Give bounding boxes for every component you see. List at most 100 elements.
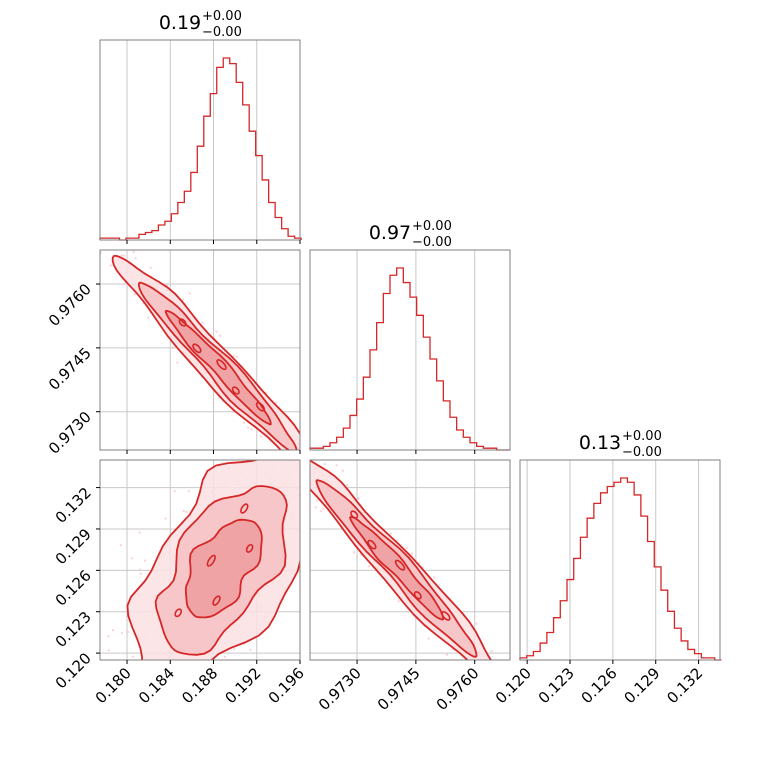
diag-2-title-value: 0.13 [579,432,621,454]
pair-2-1-sample-point [356,555,359,559]
pair-2-1-sample-point [504,677,506,679]
pair-2-0-sample-point [329,419,331,421]
pair-2-0-sample-point [111,629,115,632]
pair-2-0-sample-point [172,668,174,670]
pair-1-0-sample-point [181,298,184,301]
pair-2-1-sample-point [496,668,498,670]
pair-1-0-sample-point [132,250,135,253]
pair-2-0-sample-point [294,454,296,456]
diag-0-title: 0.19 +0.00−0.00 [159,9,242,40]
pair-2-1-sample-point [389,532,392,535]
pair-1-0-sample-point [95,221,97,223]
pair-2-0-sample-point [190,675,192,677]
pair-2-1-sample-point [553,726,555,728]
pair-2-1-sample-point [562,746,564,748]
x1-tick-label-1: 0.9745 [374,664,424,714]
pair-2-0-sample-point [291,453,293,455]
pair-1-0-sample-point [215,330,218,333]
y1-tick-label-1: 0.9745 [45,344,95,394]
pair-1-0-sample-point [297,455,299,457]
pair-1-0-contour-island [255,401,266,412]
pair-1-0-sample-point [133,293,136,296]
pair-2-1-sample-point [475,622,478,625]
pair-2-1-sample-point [489,675,491,677]
pair-2-1-sample-point [335,464,338,467]
pair-2-1-sample-point [563,738,565,740]
pair-2-1-sample-point [483,675,485,677]
pair-2-1-sample-point [557,734,559,736]
diag-2-histogram-line [519,477,722,661]
x2-tick-label-0: 0.120 [492,664,535,707]
pair-2-1-sample-point [319,510,322,513]
pair-2-1-sample-point [397,600,400,603]
pair-1-0-sample-point [219,334,222,337]
pair-2-1-sample-point [433,576,436,579]
pair-1-0-sample-point [363,498,365,500]
pair-2-0-sample-point [257,436,259,438]
pair-1-0-contour-island [216,359,227,371]
pair-2-0-sample-point [358,468,360,470]
pair-2-1-sample-point [476,668,478,670]
pair-1-0-sample-point [73,222,75,224]
diag-1-title-minus: −0.00 [412,235,452,250]
pair-2-0-sample-point [125,697,127,699]
pair-1-0-sample-point [304,462,306,464]
pair-2-0-sample-point [330,421,332,423]
pair-1-0-sample-point [176,361,179,364]
diag-0-title-value: 0.19 [159,12,201,34]
pair-1-0-contour-island [178,318,187,327]
pair-2-0-sample-point [127,630,130,634]
pair-2-1-contour-island [441,611,451,621]
pair-2-1-sample-point [505,676,507,678]
pair-2-0-sample-point [293,417,295,419]
pair-1-0-sample-point [247,426,250,429]
pair-2-1-sample-point [304,470,306,472]
pair-2-0-sample-point [312,547,314,549]
pair-2-1-sample-point [273,446,275,448]
pair-2-0-sample-point [234,439,236,441]
pair-2-0-sample-point [291,402,293,404]
pair-2-1-sample-point [533,713,535,715]
x0-tick-label-1: 0.184 [135,664,178,707]
y2-tick-label-2: 0.126 [52,566,95,609]
pair-2-0-contour-island [206,554,216,567]
pair-1-0-sample-point [308,443,310,445]
x0-tick-label-4: 0.196 [265,664,308,707]
pair-1-0-sample-point [282,454,284,456]
pair-1-0-sample-point [289,453,291,455]
pair-2-0-sample-point [198,666,200,668]
pair-2-1-sample-point [527,709,529,711]
pair-2-0-sample-point [276,383,278,385]
pair-2-0-sample-point [116,697,118,699]
pair-2-0-sample-point [187,489,190,492]
pair-2-1-sample-point [357,497,360,500]
pair-2-0-contour-island [212,595,221,606]
pair-2-0-frame [99,459,301,661]
pair-2-1-sample-point [405,546,408,550]
x2-tick-label-1: 0.123 [535,664,578,707]
pair-2-0-sample-point [361,416,363,418]
pair-1-0-sample-point [147,316,150,319]
pair-2-1-sample-point [499,705,501,707]
pair-1-0-sample-point [235,355,239,358]
diag-0-title-minus: −0.00 [202,25,242,40]
pair-2-0-sample-point [247,452,249,454]
pair-2-0-sample-point [116,703,118,705]
x0-tick-label-3: 0.192 [221,664,264,707]
pair-2-1-plot-area [273,446,565,748]
pair-2-1-sample-point [511,706,513,708]
pair-2-1-contour-island [367,539,377,550]
y2-tick-label-0: 0.120 [52,649,95,692]
pair-2-1-sample-point [459,663,461,665]
pair-2-0-sample-point [143,715,145,717]
pair-2-1-contour-island [350,510,359,519]
x0-tick-label-0: 0.180 [92,664,135,707]
pair-2-1-sample-point [396,539,399,542]
pair-2-1-sample-point [322,508,325,511]
pair-2-0-sample-point [107,649,110,652]
pair-1-0-plot-area [73,221,365,500]
pair-2-0-sample-point [182,509,185,512]
pair-2-1-sample-point [302,462,304,464]
x0-tick-label-2: 0.188 [178,664,221,707]
pair-1-0-contour-island [192,343,202,354]
